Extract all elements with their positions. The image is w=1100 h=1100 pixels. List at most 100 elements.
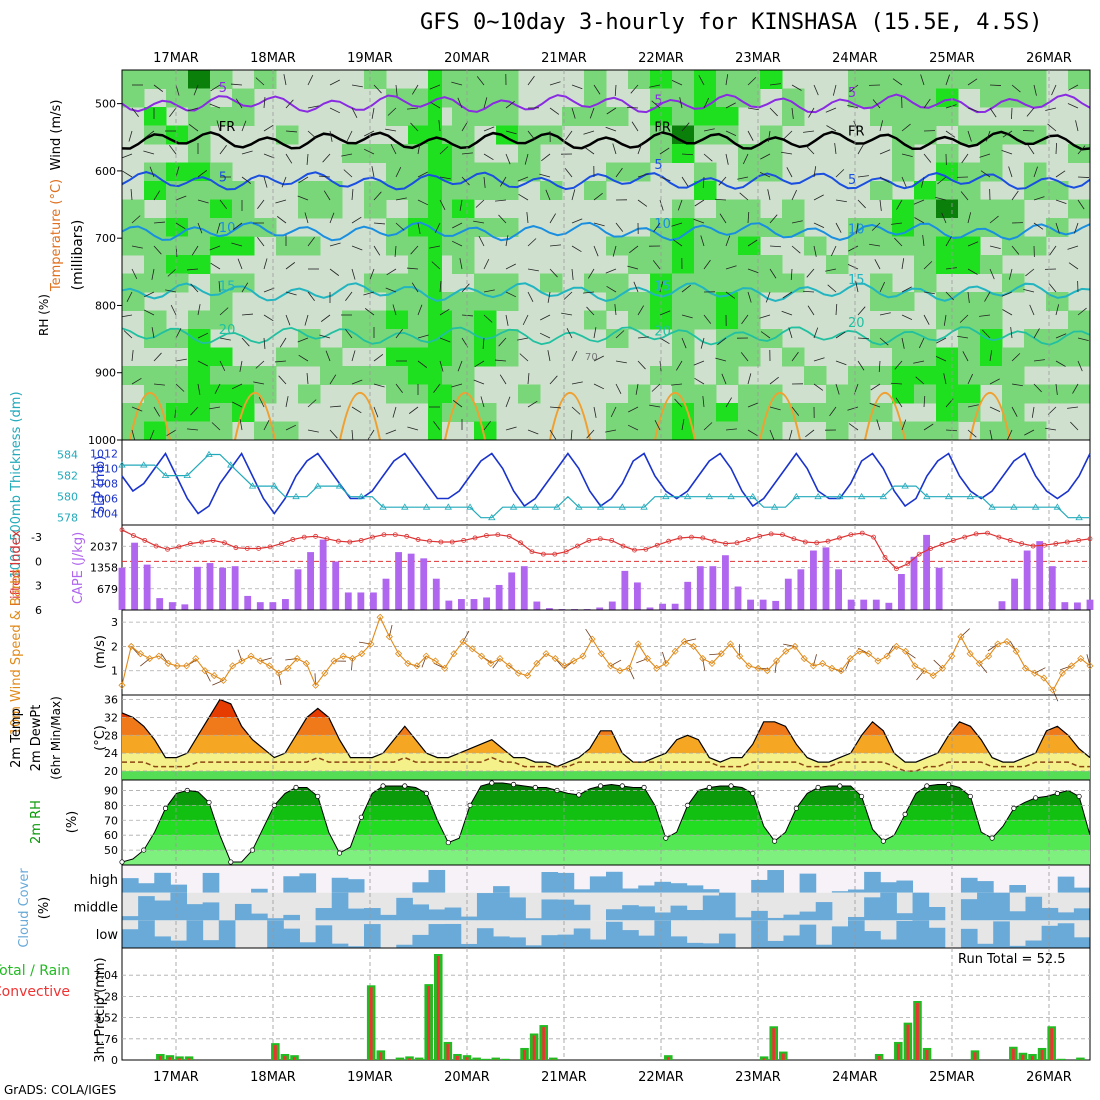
rh-cell bbox=[826, 384, 849, 404]
axis-label: Lifted Index bbox=[9, 529, 24, 606]
rh-cell bbox=[892, 292, 915, 311]
lifted-index-marker bbox=[506, 533, 512, 539]
cloud-bar bbox=[299, 942, 317, 948]
rh-cell bbox=[606, 403, 629, 422]
cloud-bar bbox=[493, 936, 510, 948]
wind-barb bbox=[807, 305, 815, 316]
wind-barb bbox=[747, 373, 752, 385]
cloud-bar bbox=[557, 872, 575, 893]
rh-cell bbox=[364, 199, 387, 219]
rh-cell bbox=[760, 403, 783, 422]
rh-cell bbox=[276, 125, 299, 145]
cloud-row-label: middle bbox=[74, 901, 118, 916]
wind-barb bbox=[1067, 245, 1079, 250]
wind-barb bbox=[989, 406, 1001, 413]
wind-barb bbox=[943, 314, 947, 326]
rh-cell bbox=[606, 292, 629, 311]
cape-bar bbox=[332, 561, 340, 610]
rh-cell bbox=[914, 70, 937, 89]
precip-convective-bar bbox=[877, 1055, 881, 1060]
wind-barb bbox=[989, 245, 1001, 250]
wind10m-marker bbox=[579, 652, 587, 660]
wind-barb bbox=[417, 143, 421, 155]
cloud-bar bbox=[170, 884, 188, 893]
rh-cell bbox=[386, 107, 409, 126]
lifted-index-marker bbox=[461, 537, 467, 543]
lifted-index-marker bbox=[199, 539, 205, 545]
top-date-label: 23MAR bbox=[735, 51, 781, 66]
rh-cell bbox=[188, 255, 211, 274]
wind-barb bbox=[505, 100, 515, 109]
wind-barb bbox=[719, 213, 727, 224]
rh-cell bbox=[188, 199, 211, 219]
rh-cell bbox=[474, 88, 497, 108]
wind-barb bbox=[923, 395, 926, 408]
lifted-index-marker bbox=[153, 543, 159, 549]
rh2m-marker bbox=[511, 781, 517, 788]
precip-total-bar bbox=[1056, 1058, 1066, 1060]
rh2m-marker bbox=[1054, 790, 1060, 796]
cape-bar bbox=[344, 592, 352, 610]
wind-barb bbox=[675, 360, 683, 371]
rh-cell bbox=[408, 144, 431, 163]
wind-barb bbox=[329, 242, 341, 247]
wind-barb bbox=[1048, 283, 1057, 293]
wind-barb bbox=[652, 260, 661, 270]
cloud-bar bbox=[202, 940, 220, 948]
wind-barb bbox=[143, 150, 155, 155]
rh2m-marker bbox=[772, 838, 778, 844]
lifted-index-marker bbox=[894, 566, 899, 572]
cloud-bar bbox=[831, 891, 849, 893]
rh-cell bbox=[386, 144, 409, 163]
temperature-band bbox=[122, 717, 1090, 736]
wind-barb bbox=[945, 130, 956, 138]
wind10m-marker bbox=[514, 669, 522, 677]
wind-barb bbox=[241, 282, 249, 293]
cloud-bar bbox=[428, 869, 446, 893]
wind-barb bbox=[197, 170, 208, 178]
lifted-index-marker bbox=[654, 542, 660, 548]
wind-barb bbox=[329, 405, 341, 408]
rh-cell bbox=[936, 199, 959, 219]
rh2m-marker bbox=[924, 783, 930, 789]
wind-barb bbox=[519, 353, 529, 362]
rh-cell bbox=[1002, 366, 1025, 385]
cape-bar bbox=[659, 603, 666, 610]
cape-bar bbox=[797, 569, 805, 610]
wind10m-marker bbox=[911, 662, 919, 670]
rh-cell bbox=[804, 366, 827, 385]
rh-cell bbox=[892, 347, 915, 367]
cape-bar bbox=[747, 599, 754, 610]
wind-barb bbox=[857, 175, 869, 178]
wind-barb bbox=[461, 152, 473, 155]
wind-barb bbox=[394, 245, 397, 257]
rh-cell bbox=[650, 255, 673, 274]
contour-label: FR bbox=[848, 125, 865, 140]
wind-barb bbox=[945, 236, 952, 247]
wind-barb bbox=[285, 99, 294, 109]
wind-barb bbox=[1006, 429, 1013, 440]
wind-barb bbox=[298, 176, 309, 184]
wind-barb bbox=[255, 77, 265, 86]
rh-cell bbox=[386, 366, 409, 385]
wind-barb bbox=[935, 196, 947, 201]
wind-barb bbox=[848, 423, 859, 431]
boundary-contour bbox=[129, 391, 171, 440]
wind10m-marker bbox=[339, 652, 347, 660]
rh-cell bbox=[386, 384, 409, 404]
wind-barb bbox=[879, 312, 891, 316]
rh-cell bbox=[694, 273, 717, 293]
wind10m-marker bbox=[136, 650, 145, 658]
wind-barb bbox=[791, 189, 798, 201]
rh-cell bbox=[452, 218, 475, 237]
cloud-bar bbox=[622, 930, 639, 948]
cloud-bar bbox=[638, 906, 655, 921]
cape-bar bbox=[219, 567, 226, 610]
wind-barb bbox=[901, 286, 912, 293]
wind-barb bbox=[351, 84, 363, 88]
rh-cell bbox=[540, 181, 563, 200]
wind-barb bbox=[187, 107, 199, 112]
wind-barb bbox=[1033, 166, 1038, 178]
rh-cell bbox=[1068, 199, 1090, 219]
lifted-index-marker bbox=[950, 537, 956, 543]
